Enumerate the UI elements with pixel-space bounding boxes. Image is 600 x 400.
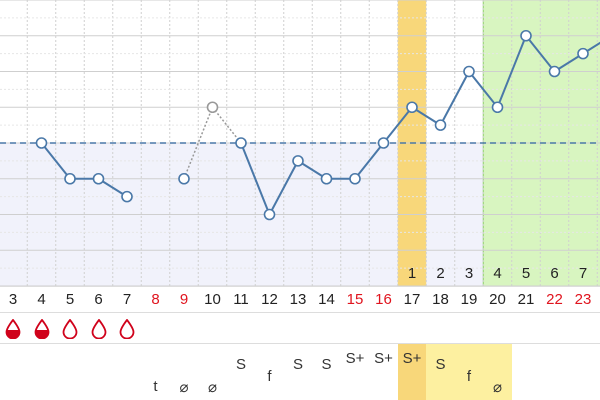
cervical-note[interactable]: ⌀ [207,379,218,396]
day-row-divider [0,312,600,313]
post-ovulation-count: 7 [579,265,587,282]
day-number[interactable]: 13 [289,291,307,308]
temperature-point-day-10[interactable] [206,101,219,114]
day-number[interactable]: 15 [346,291,364,308]
post-ovulation-count: 1 [408,265,416,282]
day-number[interactable]: 19 [460,291,478,308]
cervical-note[interactable]: S [235,356,246,373]
temperature-point-day-9[interactable] [178,172,190,185]
day-number[interactable]: 20 [489,291,506,308]
day-number[interactable]: 17 [403,291,421,308]
temperature-point-day-23[interactable] [577,47,589,60]
post-ovulation-count: 6 [550,265,558,282]
day-number[interactable]: 5 [65,291,75,308]
temperature-point-day-21[interactable] [520,29,532,42]
temperature-point-day-16[interactable] [377,137,390,149]
temperature-point-day-19[interactable] [463,65,475,78]
temperature-point-day-12[interactable] [263,208,276,221]
post-ovulation-count: 2 [436,265,444,282]
day-number[interactable]: 22 [546,291,563,308]
blood-drop-icon[interactable] [5,319,21,339]
cervical-note[interactable]: ⌀ [492,379,503,396]
chart-bottom-divider [0,286,600,287]
blood-drop-icon[interactable] [34,319,50,339]
temperature-point-day-4[interactable] [35,137,48,149]
day-number[interactable]: 7 [122,291,132,308]
day-number[interactable]: 23 [574,291,592,308]
temperature-point-day-6[interactable] [92,172,105,185]
cervical-note[interactable]: f [267,368,272,385]
day-number[interactable]: 12 [261,291,278,308]
blood-drop-icon[interactable] [119,319,135,339]
series-segment [354,142,385,180]
temperature-point-day-5[interactable] [64,172,76,185]
series-segment [468,70,499,108]
notes-ovulation-highlight [397,344,427,400]
day-number[interactable]: 9 [179,291,189,308]
cervical-note[interactable]: S [292,356,303,373]
day-number[interactable]: 4 [37,291,46,308]
day-number[interactable]: 6 [94,291,103,308]
temperature-point-day-13[interactable] [292,155,304,167]
bleeding-row-divider [0,343,600,344]
post-ovulation-count: 4 [493,265,501,282]
temperature-point-day-11[interactable] [235,137,247,149]
cervical-note[interactable]: S [321,356,332,373]
series-segment [382,106,413,144]
temperature-point-day-14[interactable] [320,172,333,185]
post-ovulation-count: 5 [522,265,530,282]
post-ovulation-count: 3 [465,265,473,282]
series-segment [268,160,299,215]
series-segment [183,106,214,180]
cervical-note[interactable]: S+ [345,350,365,367]
temperature-point-day-7[interactable] [121,190,133,203]
cervical-note[interactable]: f [466,368,472,385]
series-segment [40,142,71,180]
blood-drop-icon[interactable] [62,319,78,339]
day-number[interactable]: 3 [8,291,18,308]
cervical-note[interactable]: S+ [374,350,393,367]
temperature-point-day-15[interactable] [349,172,361,185]
day-number[interactable]: 11 [233,291,249,308]
temperature-point-day-20[interactable] [491,101,504,114]
temperature-point-day-17[interactable] [406,101,418,114]
series-segment [240,142,271,215]
series-segment [439,71,470,126]
day-number[interactable]: 16 [375,291,392,308]
cervical-note[interactable]: S [435,356,446,373]
cervical-note[interactable]: t [153,378,158,395]
day-number[interactable]: 21 [517,291,535,308]
day-number[interactable]: 14 [318,291,335,308]
cervical-note[interactable]: S+ [402,350,422,367]
day-number[interactable]: 18 [432,291,449,308]
temperature-point-day-18[interactable] [434,119,447,131]
temperature-point-day-22[interactable] [548,65,561,78]
temperature-series [35,29,600,221]
temperature-chart: 1 2 3 4 5 6 7 [0,0,600,286]
day-number[interactable]: 10 [204,291,221,308]
post-ovulation-counts: 1 2 3 4 5 6 7 [408,265,587,282]
cervical-note[interactable]: ⌀ [179,379,189,396]
series-segment [496,35,527,108]
day-number[interactable]: 8 [151,291,160,308]
series-segment [525,35,556,73]
blood-drop-icon[interactable] [91,319,107,339]
